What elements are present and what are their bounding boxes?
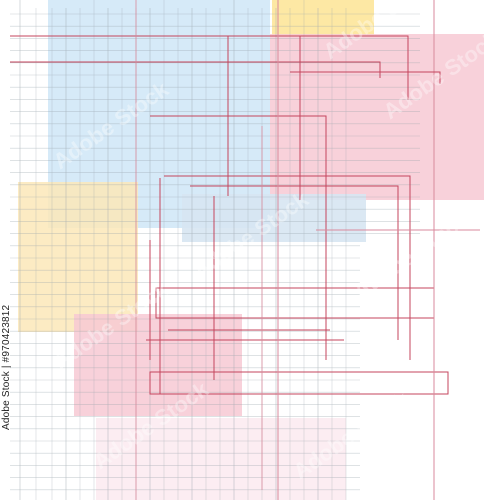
red-line-structures — [10, 0, 480, 500]
red-frame — [155, 287, 435, 319]
red-line — [164, 175, 411, 360]
red-line — [10, 61, 381, 78]
yellow-block-top — [272, 0, 374, 36]
red-line — [10, 35, 409, 100]
stock-id-label: Adobe Stock | #970423812 — [1, 304, 12, 430]
red-frame — [149, 371, 449, 395]
red-line — [290, 71, 441, 84]
pink-fade-bottom — [96, 418, 346, 500]
watermark-text: Adobe Stock — [349, 206, 474, 304]
red-line — [190, 185, 399, 340]
blue-light-block — [182, 194, 366, 242]
red-line — [150, 115, 327, 360]
